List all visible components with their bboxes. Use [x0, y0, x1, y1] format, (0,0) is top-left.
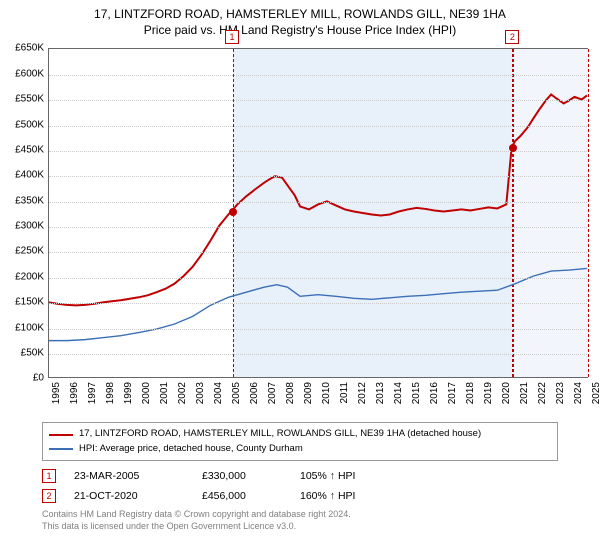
x-axis-label: 2023	[555, 382, 566, 412]
sale-badge: 2	[42, 489, 56, 503]
x-axis-label: 2021	[519, 382, 530, 412]
x-axis-label: 2006	[249, 382, 260, 412]
x-axis-label: 2001	[159, 382, 170, 412]
x-axis-label: 2024	[573, 382, 584, 412]
legend-label-property: 17, LINTZFORD ROAD, HAMSTERLEY MILL, ROW…	[79, 427, 481, 441]
y-axis-label: £250K	[0, 246, 44, 257]
x-axis-label: 2013	[375, 382, 386, 412]
x-axis-label: 1998	[105, 382, 116, 412]
y-gridline	[49, 227, 587, 228]
legend-swatch-property	[49, 434, 73, 436]
x-axis-label: 2009	[303, 382, 314, 412]
y-gridline	[49, 75, 587, 76]
sale-hpi: 105% ↑ HPI	[300, 470, 390, 482]
x-axis-label: 2008	[285, 382, 296, 412]
x-axis-label: 2003	[195, 382, 206, 412]
y-axis-label: £650K	[0, 43, 44, 54]
y-gridline	[49, 329, 587, 330]
x-axis-label: 2005	[231, 382, 242, 412]
legend-swatch-hpi	[49, 448, 73, 450]
y-gridline	[49, 303, 587, 304]
y-gridline	[49, 100, 587, 101]
series-hpi-line	[49, 269, 587, 341]
sale-badge: 1	[42, 469, 56, 483]
sale-price: £456,000	[202, 490, 282, 502]
y-axis-label: £450K	[0, 144, 44, 155]
y-axis-label: £350K	[0, 195, 44, 206]
x-axis-label: 2007	[267, 382, 278, 412]
y-axis-label: £200K	[0, 271, 44, 282]
sale-row: 2 21-OCT-2020 £456,000 160% ↑ HPI	[42, 489, 558, 503]
x-axis-label: 2018	[465, 382, 476, 412]
y-axis-label: £100K	[0, 322, 44, 333]
x-axis-label: 2025	[591, 382, 600, 412]
x-axis-label: 2010	[321, 382, 332, 412]
sale-row: 1 23-MAR-2005 £330,000 105% ↑ HPI	[42, 469, 558, 483]
chart-marker-badge: 1	[225, 30, 239, 44]
x-axis-label: 2017	[447, 382, 458, 412]
chart-title-sub: Price paid vs. HM Land Registry's House …	[10, 22, 590, 38]
y-axis-label: £600K	[0, 68, 44, 79]
x-axis-label: 2020	[501, 382, 512, 412]
y-gridline	[49, 354, 587, 355]
x-axis-label: 2022	[537, 382, 548, 412]
y-axis-label: £300K	[0, 221, 44, 232]
y-gridline	[49, 126, 587, 127]
legend-row-property: 17, LINTZFORD ROAD, HAMSTERLEY MILL, ROW…	[49, 427, 551, 441]
x-axis-label: 1999	[123, 382, 134, 412]
x-axis-label: 2015	[411, 382, 422, 412]
footer-line-1: Contains HM Land Registry data © Crown c…	[42, 509, 558, 521]
x-axis-label: 1996	[69, 382, 80, 412]
y-axis-label: £500K	[0, 119, 44, 130]
chart-marker-badge: 2	[505, 30, 519, 44]
x-axis-label: 2012	[357, 382, 368, 412]
x-axis-label: 2002	[177, 382, 188, 412]
x-axis-label: 2014	[393, 382, 404, 412]
sale-point-dot	[229, 208, 237, 216]
chart-footer: Contains HM Land Registry data © Crown c…	[42, 509, 558, 532]
sales-table: 1 23-MAR-2005 £330,000 105% ↑ HPI 2 21-O…	[42, 469, 558, 503]
y-gridline	[49, 278, 587, 279]
y-gridline	[49, 202, 587, 203]
x-axis-label: 2000	[141, 382, 152, 412]
chart-container: 17, LINTZFORD ROAD, HAMSTERLEY MILL, ROW…	[0, 0, 600, 560]
y-gridline	[49, 176, 587, 177]
sale-hpi: 160% ↑ HPI	[300, 490, 390, 502]
y-axis-label: £50K	[0, 347, 44, 358]
x-axis-label: 1995	[51, 382, 62, 412]
y-axis-label: £150K	[0, 297, 44, 308]
legend-row-hpi: HPI: Average price, detached house, Coun…	[49, 442, 551, 456]
chart-legend: 17, LINTZFORD ROAD, HAMSTERLEY MILL, ROW…	[42, 422, 558, 461]
y-axis-label: £550K	[0, 94, 44, 105]
legend-label-hpi: HPI: Average price, detached house, Coun…	[79, 442, 303, 456]
chart-plot-area	[48, 48, 588, 378]
y-axis-label: £400K	[0, 170, 44, 181]
footer-line-2: This data is licensed under the Open Gov…	[42, 521, 558, 533]
sale-date: 23-MAR-2005	[74, 470, 184, 482]
y-gridline	[49, 252, 587, 253]
y-axis-label: £0	[0, 373, 44, 384]
chart-title-address: 17, LINTZFORD ROAD, HAMSTERLEY MILL, ROW…	[10, 6, 590, 22]
y-gridline	[49, 151, 587, 152]
x-axis-label: 2011	[339, 382, 350, 412]
sale-date: 21-OCT-2020	[74, 490, 184, 502]
sale-price: £330,000	[202, 470, 282, 482]
x-axis-label: 2019	[483, 382, 494, 412]
sale-point-dot	[509, 144, 517, 152]
x-axis-label: 2004	[213, 382, 224, 412]
chart-plot-wrap: £0 £50K £100K £150K £200K £250K £300K £350K £400…	[0, 40, 600, 420]
x-axis-label: 1997	[87, 382, 98, 412]
x-axis-label: 2016	[429, 382, 440, 412]
